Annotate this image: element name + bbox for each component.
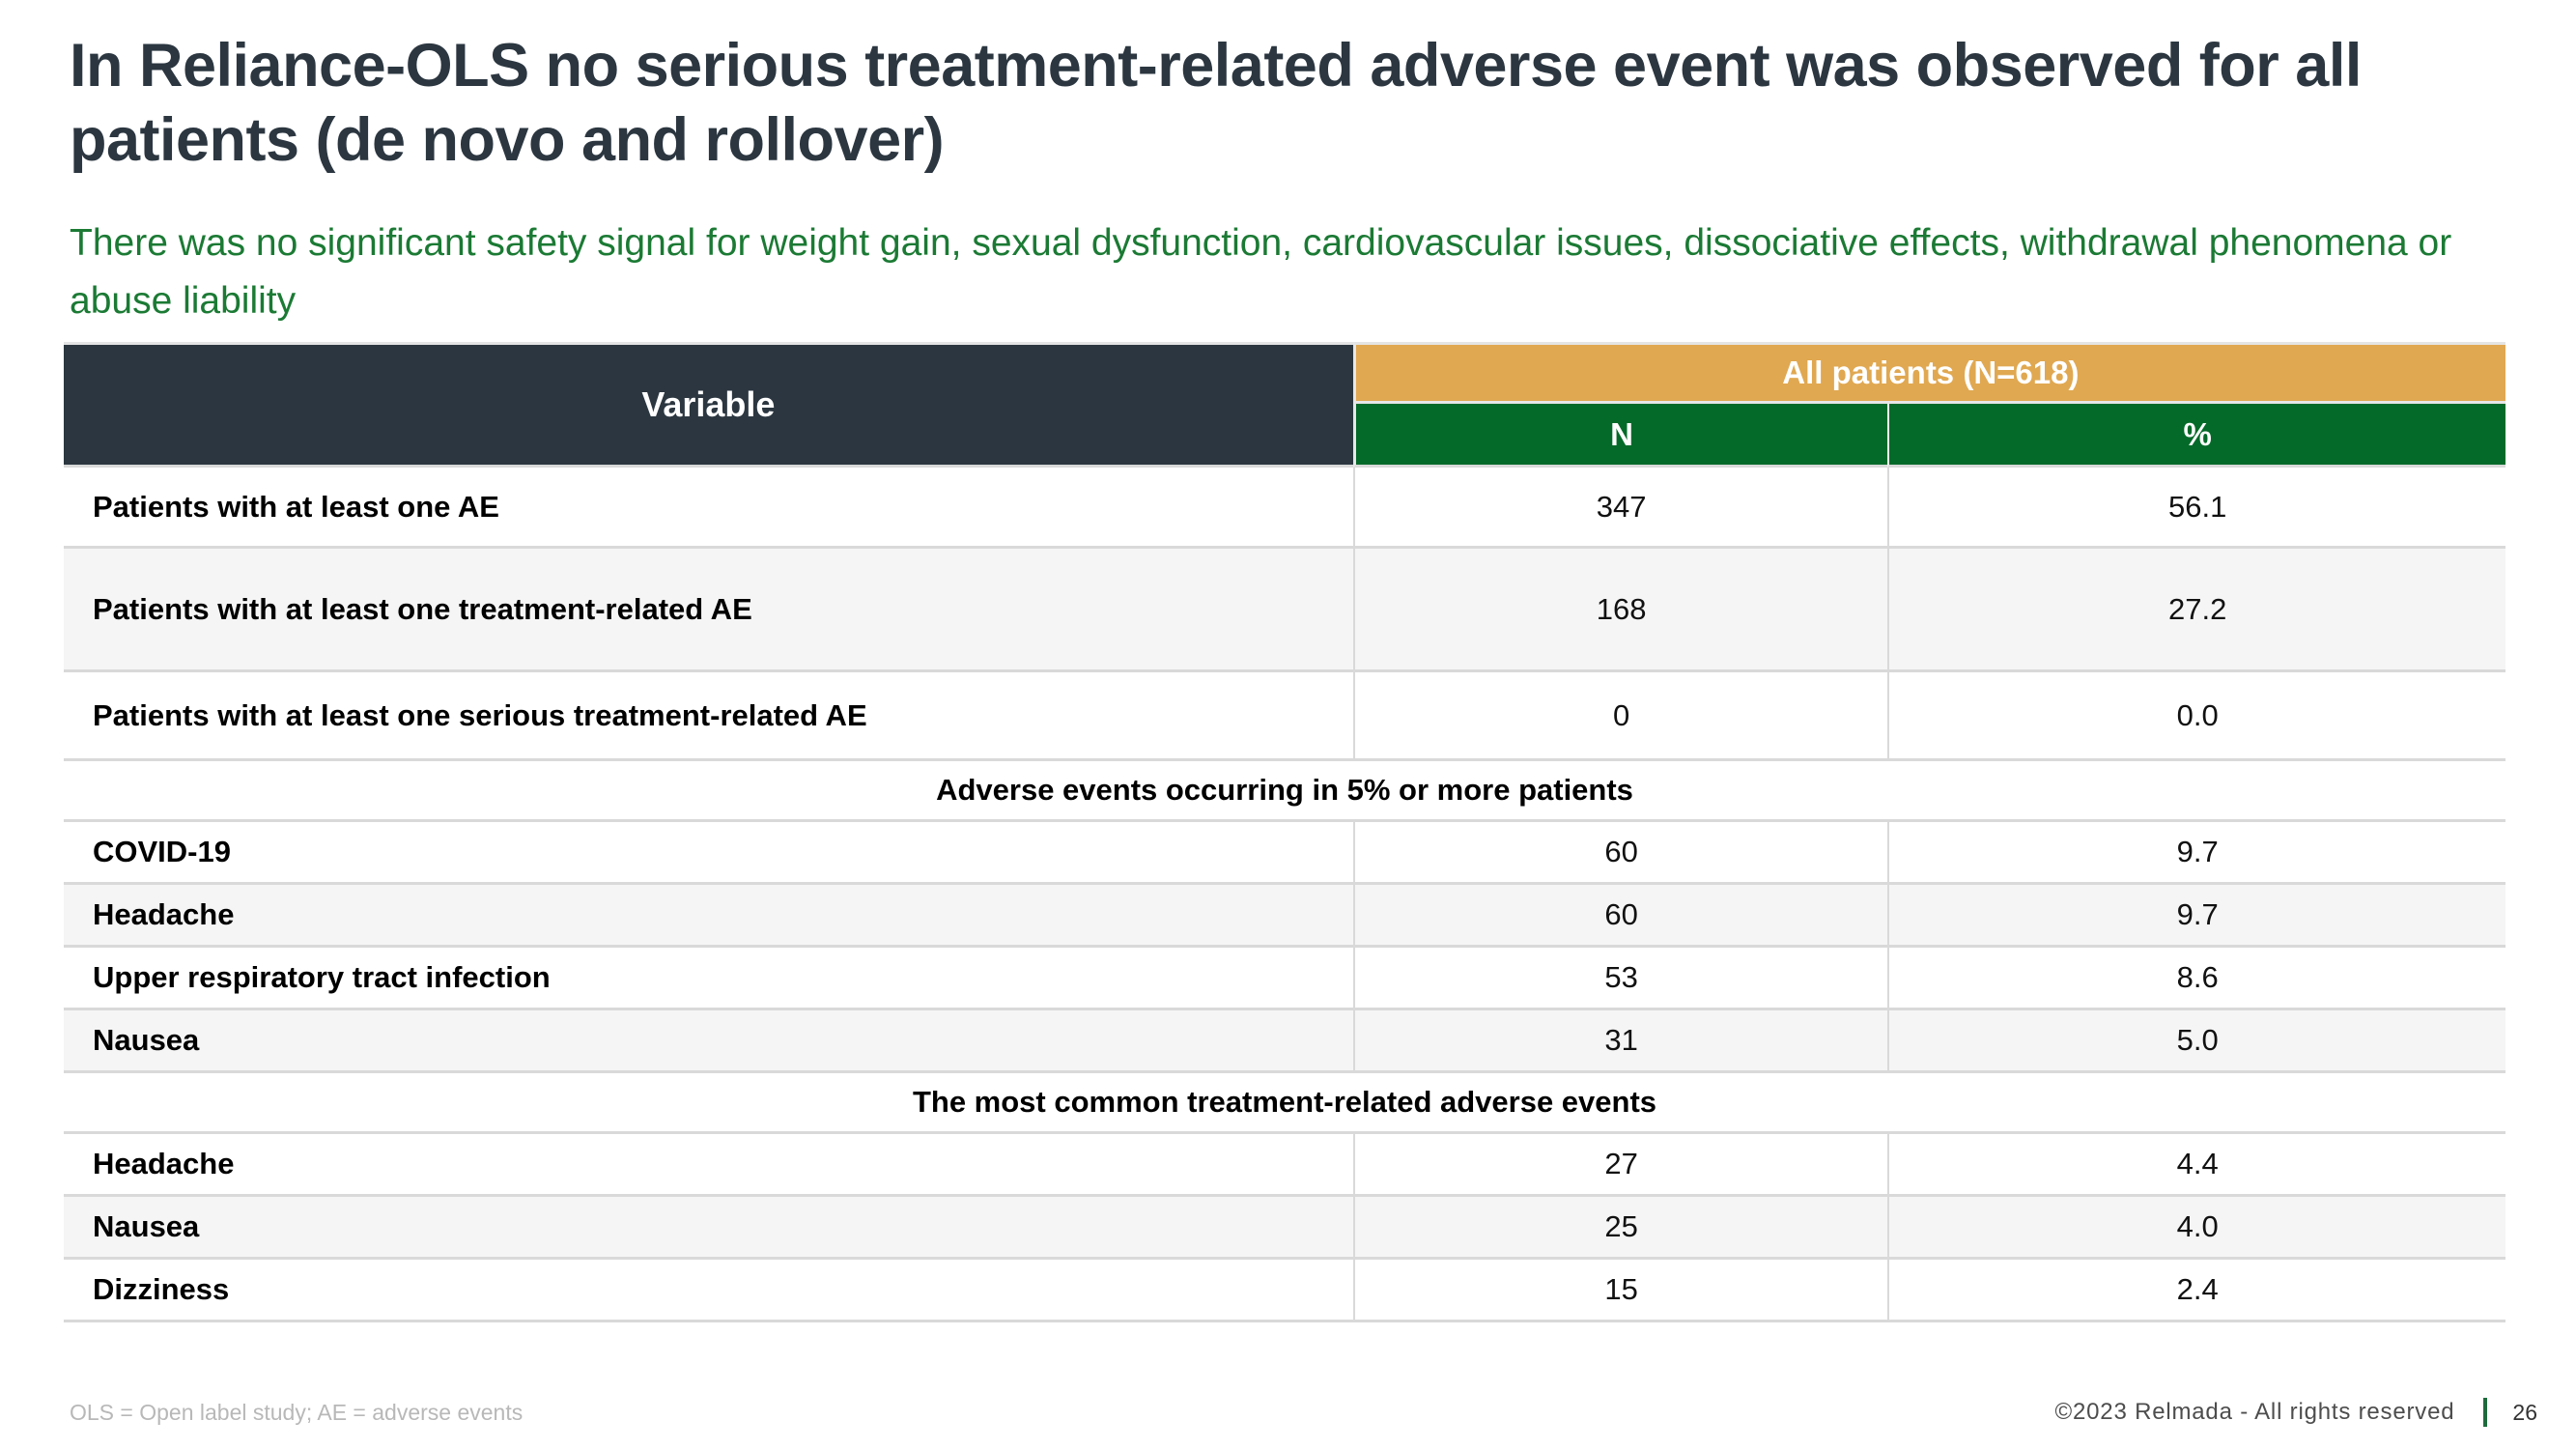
abbreviations-note: OLS = Open label study; AE = adverse eve… [70,1399,524,1425]
row-n-value: 347 [1352,468,1888,549]
row-label: Nausea [64,1010,1353,1073]
table-row: Patients with at least one serious treat… [64,672,2505,761]
row-n-value: 168 [1352,549,1888,672]
row-n-value: 31 [1352,1010,1888,1073]
row-percent-value: 8.6 [1887,948,2505,1010]
row-percent-value: 27.2 [1887,549,2505,672]
section-header-row: Adverse events occurring in 5% or more p… [64,761,2505,822]
row-percent-value: 2.4 [1887,1260,2505,1322]
table-row: Patients with at least one treatment-rel… [64,549,2505,672]
row-n-value: 60 [1352,822,1888,885]
row-percent-value: 0.0 [1887,672,2505,761]
row-n-value: 25 [1352,1197,1888,1260]
column-header-percent: % [1887,404,2505,468]
table-body: Patients with at least one AE 347 56.1 Pati… [64,468,2505,1322]
copyright-text: ©2023 Relmada - All rights reserved [2054,1399,2455,1425]
row-percent-value: 4.0 [1887,1197,2505,1260]
row-label: Patients with at least one treatment-rel… [64,549,1353,672]
row-percent-value: 9.7 [1887,822,2505,885]
table-row: Headache 60 9.7 [64,885,2505,948]
section-title: The most common treatment-related advers… [64,1073,2505,1134]
table-header: Variable All patients (N=618) N % [64,342,2505,468]
table-row: COVID-19 60 9.7 [64,822,2505,885]
row-label: Patients with at least one AE [64,468,1353,549]
row-label: Dizziness [64,1260,1353,1322]
page-number: 26 [2512,1399,2537,1425]
row-percent-value: 4.4 [1887,1134,2505,1197]
table-row: Nausea 31 5.0 [64,1010,2505,1073]
row-label: Nausea [64,1197,1353,1260]
section-header-row: The most common treatment-related advers… [64,1073,2505,1134]
row-label: Headache [64,885,1353,948]
slide-title: In Reliance-OLS no serious treatment-rel… [70,32,2362,175]
column-header-n: N [1352,404,1888,468]
table-row: Patients with at least one AE 347 56.1 [64,468,2505,549]
row-n-value: 53 [1352,948,1888,1010]
footer-right-group: ©2023 Relmada - All rights reserved 26 [2055,1398,2537,1427]
table-header-row-group: Variable All patients (N=618) [64,342,2505,468]
row-n-value: 27 [1352,1134,1888,1197]
row-label: Upper respiratory tract infection [64,948,1353,1010]
row-n-value: 15 [1352,1260,1888,1322]
row-percent-value: 5.0 [1887,1010,2505,1073]
table-row: Headache 27 4.4 [64,1134,2505,1197]
column-header-all-patients: All patients (N=618) [1352,342,2505,404]
slide-subtitle: There was no significant safety signal f… [70,222,2452,323]
table-row: Nausea 25 4.0 [64,1197,2505,1260]
row-label: Patients with at least one serious treat… [64,672,1353,761]
row-n-value: 60 [1352,885,1888,948]
row-label: Headache [64,1134,1353,1197]
slide-footer: OLS = Open label study; AE = adverse eve… [70,1391,2537,1434]
table-row: Dizziness 15 2.4 [64,1260,2505,1322]
adverse-events-table: Variable All patients (N=618) N % Patien… [64,342,2505,1322]
row-percent-value: 56.1 [1887,468,2505,549]
table-row: Upper respiratory tract infection 53 8.6 [64,948,2505,1010]
page-divider-bar [2483,1398,2488,1427]
row-n-value: 0 [1352,672,1888,761]
row-label: COVID-19 [64,822,1353,885]
row-percent-value: 9.7 [1887,885,2505,948]
section-title: Adverse events occurring in 5% or more p… [64,761,2505,822]
column-header-variable: Variable [64,342,1353,468]
table-header-row-sub: N % [64,404,2505,468]
